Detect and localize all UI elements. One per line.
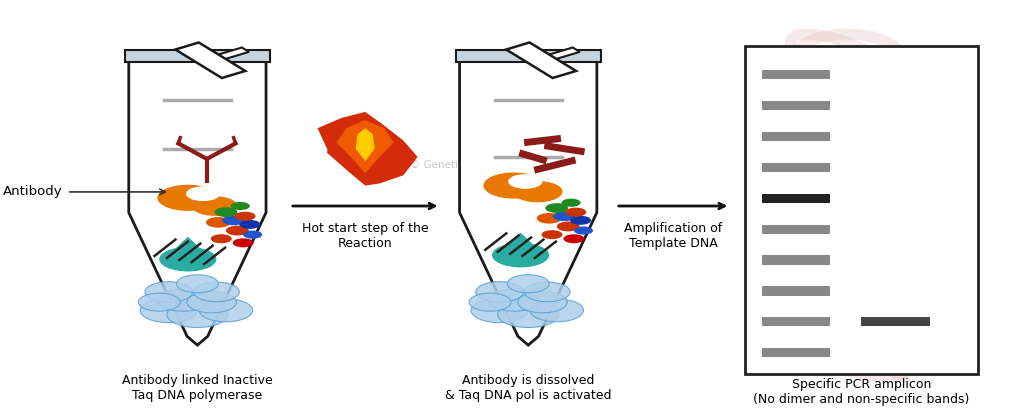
Circle shape — [525, 282, 570, 302]
Circle shape — [574, 227, 593, 235]
Circle shape — [518, 292, 567, 313]
Polygon shape — [174, 236, 202, 250]
Text: Antibody: Antibody — [2, 185, 62, 199]
Circle shape — [471, 298, 528, 323]
Circle shape — [145, 282, 193, 302]
Circle shape — [158, 289, 209, 311]
Circle shape — [469, 293, 511, 311]
Polygon shape — [507, 233, 535, 246]
Bar — [761, 163, 830, 172]
Text: Antibody linked Inactive
Taq DNA polymerase: Antibody linked Inactive Taq DNA polymer… — [122, 374, 273, 402]
Circle shape — [563, 234, 584, 243]
Polygon shape — [337, 120, 393, 173]
Circle shape — [476, 282, 524, 302]
Bar — [761, 225, 830, 234]
Circle shape — [141, 298, 197, 323]
Bar — [761, 132, 830, 141]
Circle shape — [497, 301, 559, 328]
Bar — [761, 70, 830, 79]
Circle shape — [235, 212, 256, 221]
Text: Hot start step of the
Reaction: Hot start step of the Reaction — [302, 222, 429, 250]
Circle shape — [193, 282, 240, 302]
Circle shape — [186, 186, 220, 201]
Circle shape — [206, 217, 231, 228]
Bar — [761, 101, 830, 110]
Polygon shape — [317, 112, 365, 165]
Circle shape — [222, 215, 245, 225]
Polygon shape — [128, 51, 266, 345]
Circle shape — [199, 299, 253, 322]
Circle shape — [488, 289, 540, 311]
Circle shape — [214, 207, 238, 217]
Circle shape — [545, 203, 568, 213]
Bar — [861, 317, 929, 326]
Text: Amplification of
Template DNA: Amplification of Template DNA — [624, 222, 722, 250]
Circle shape — [492, 243, 549, 267]
Polygon shape — [356, 128, 375, 161]
Polygon shape — [538, 47, 579, 63]
Circle shape — [167, 301, 227, 328]
Circle shape — [557, 222, 579, 232]
Polygon shape — [327, 112, 418, 185]
Circle shape — [537, 213, 561, 224]
Circle shape — [192, 196, 238, 216]
Bar — [761, 317, 830, 326]
Circle shape — [530, 299, 583, 322]
Circle shape — [158, 185, 218, 211]
Circle shape — [231, 202, 250, 210]
Bar — [761, 348, 830, 358]
Polygon shape — [460, 51, 596, 345]
Text: © Genetic Education Inc.: © Genetic Education Inc. — [410, 160, 541, 170]
Bar — [744, 47, 979, 374]
Polygon shape — [507, 42, 576, 78]
Bar — [761, 194, 830, 203]
Circle shape — [233, 238, 254, 247]
Circle shape — [139, 293, 180, 311]
Circle shape — [244, 231, 262, 239]
Bar — [761, 255, 830, 265]
Bar — [125, 51, 270, 62]
Circle shape — [177, 275, 218, 293]
Circle shape — [513, 181, 562, 202]
Circle shape — [226, 226, 249, 236]
Circle shape — [240, 220, 260, 229]
Circle shape — [553, 211, 576, 221]
Circle shape — [483, 173, 544, 199]
Circle shape — [570, 216, 591, 225]
Bar — [761, 286, 830, 295]
Circle shape — [542, 230, 562, 239]
Circle shape — [160, 247, 216, 272]
Circle shape — [210, 234, 232, 243]
Text: Antibody is dissolved
& Taq DNA pol is activated: Antibody is dissolved & Taq DNA pol is a… — [445, 374, 612, 402]
Circle shape — [565, 208, 586, 217]
Polygon shape — [175, 42, 246, 78]
Circle shape — [508, 275, 549, 293]
Circle shape — [509, 174, 543, 189]
Text: Specific PCR amplicon
(No dimer and non-specific bands): Specific PCR amplicon (No dimer and non-… — [753, 378, 970, 406]
Bar — [456, 51, 601, 62]
Polygon shape — [207, 47, 249, 63]
Circle shape — [561, 199, 580, 207]
Circle shape — [187, 292, 237, 313]
